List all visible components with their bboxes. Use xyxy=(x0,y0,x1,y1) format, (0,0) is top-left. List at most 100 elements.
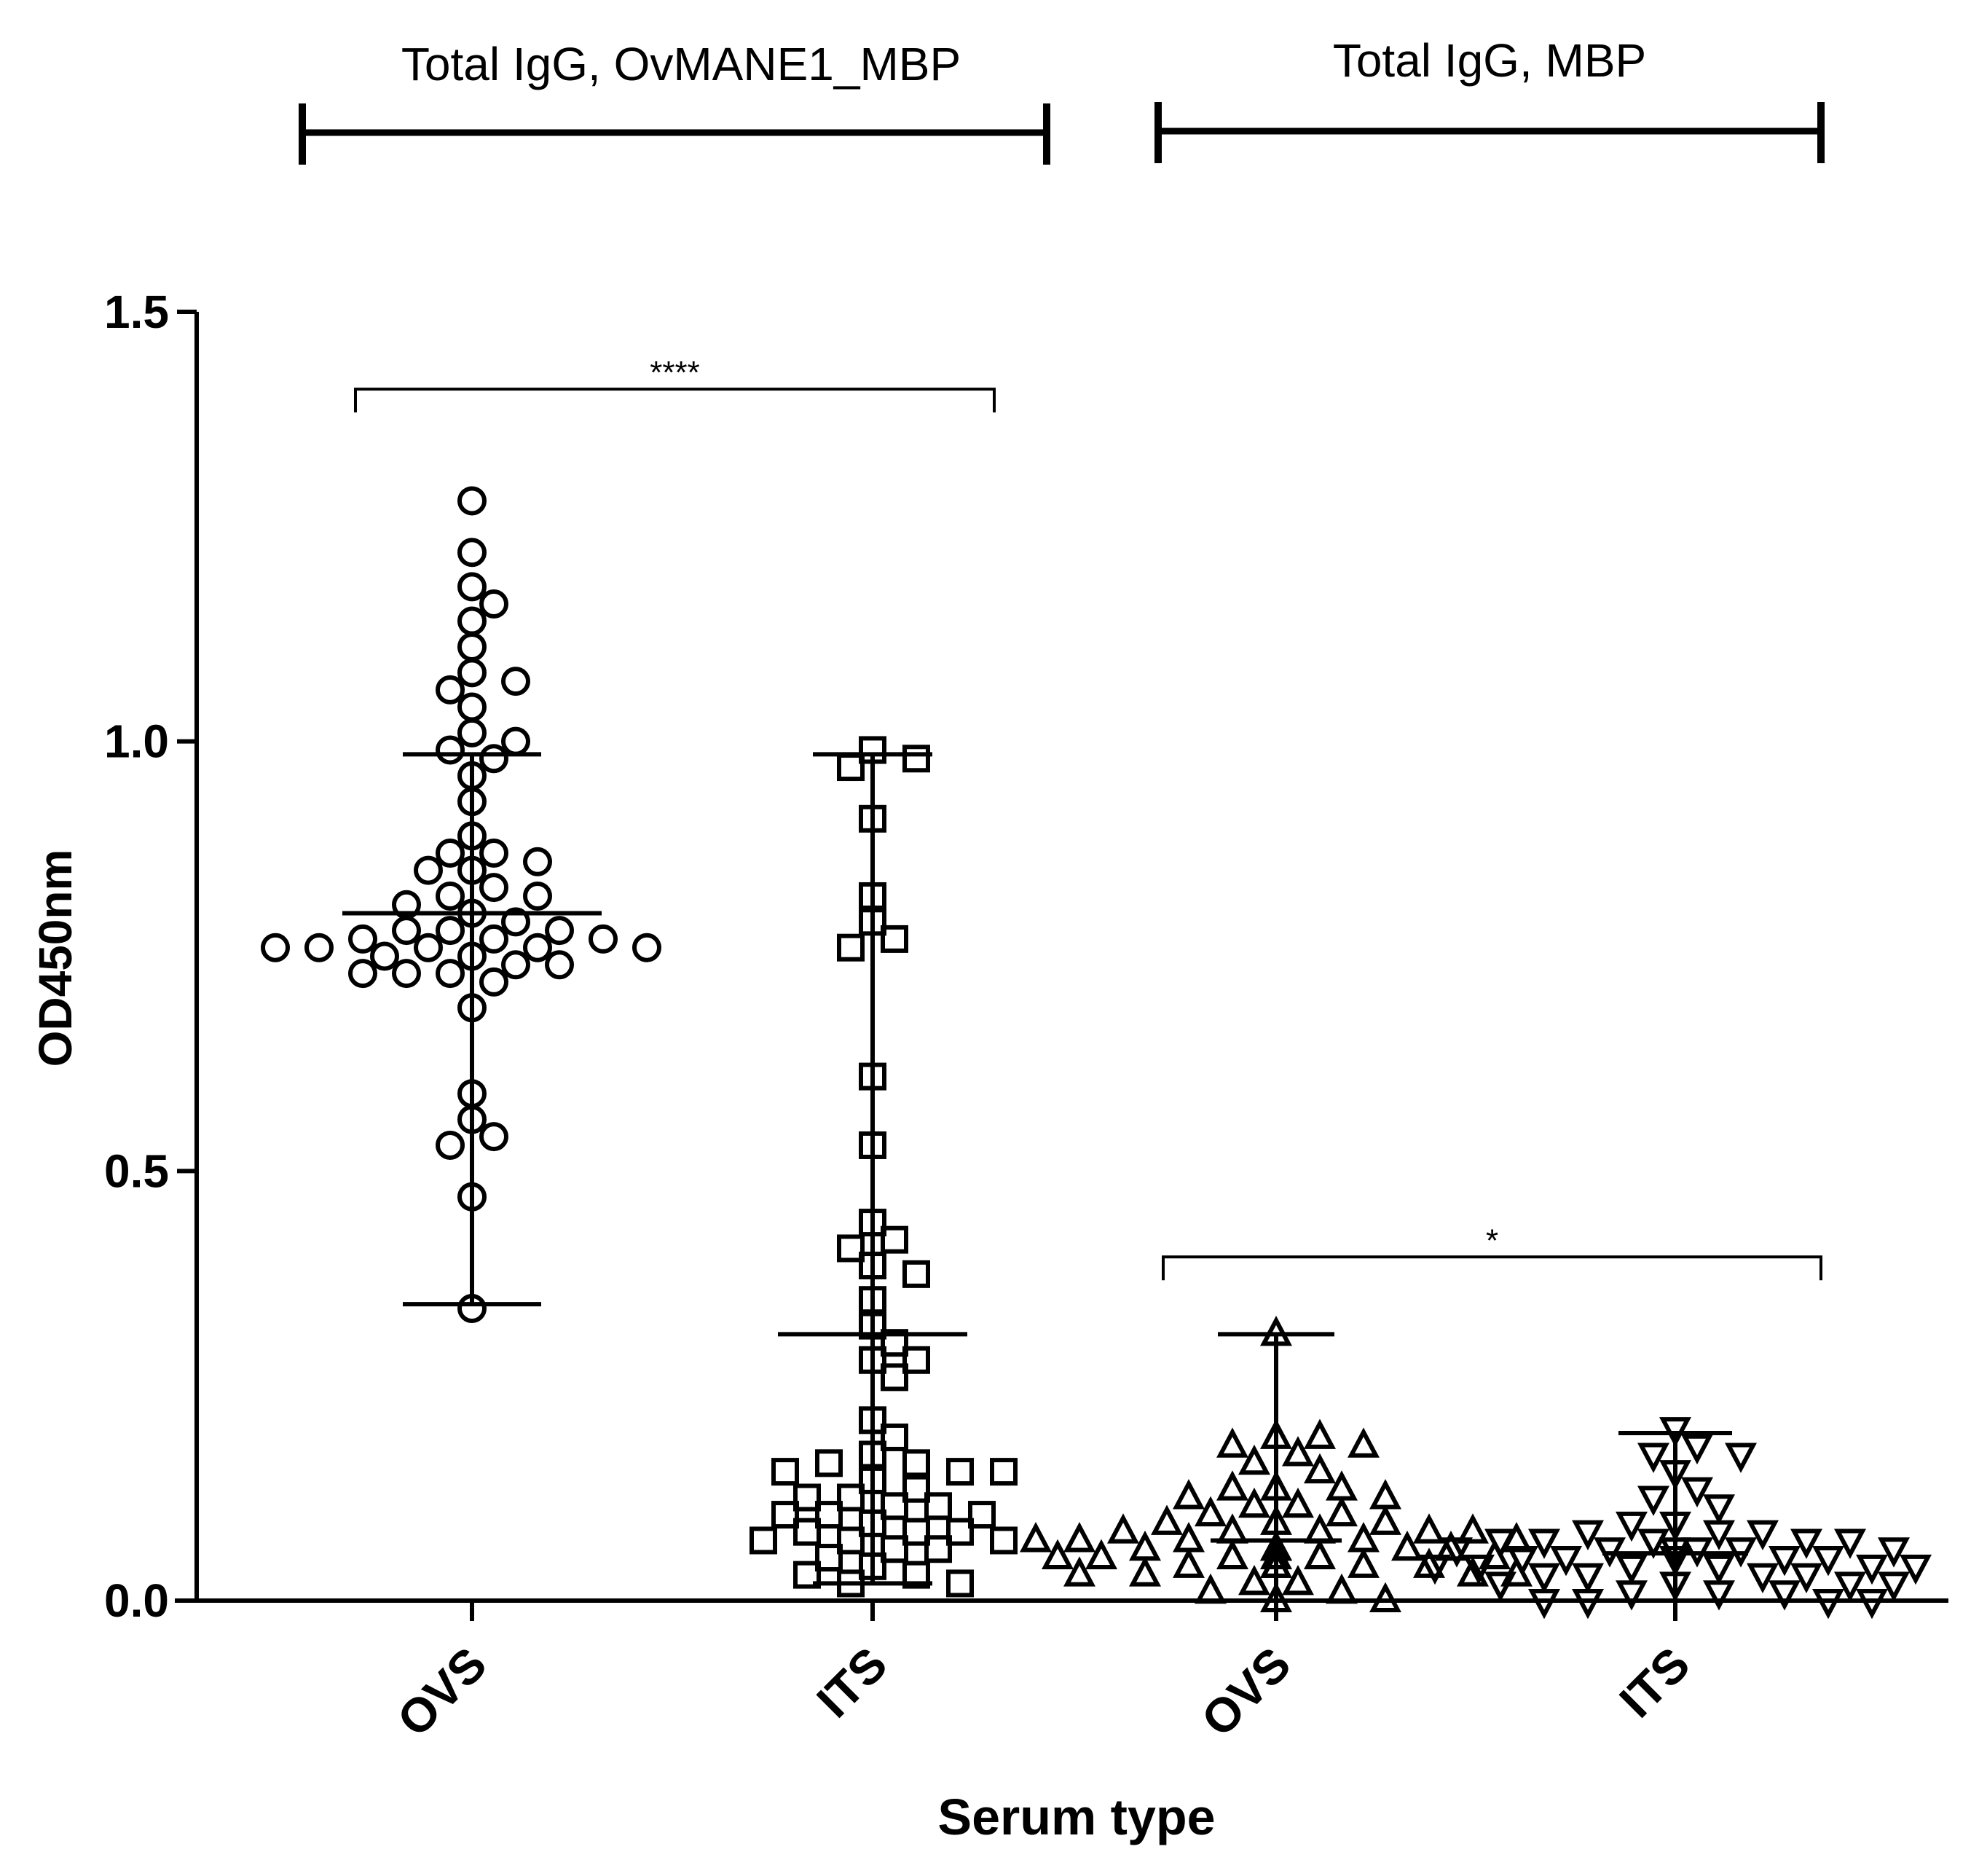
data-point-triangle-up xyxy=(1304,1418,1336,1449)
data-point-square xyxy=(793,1561,821,1589)
y-tick-label: 0.5 xyxy=(104,1145,169,1197)
data-point-circle xyxy=(436,838,465,868)
x-tick-label: OVS xyxy=(387,1637,497,1747)
data-point-circle xyxy=(348,924,377,954)
data-point-triangle-up xyxy=(1173,1479,1205,1510)
data-point-triangle-down xyxy=(1484,1528,1516,1559)
data-point-triangle-down xyxy=(1834,1528,1866,1559)
data-point-circle xyxy=(457,606,487,636)
data-point-circle xyxy=(632,933,661,962)
data-point-triangle-up xyxy=(1457,1556,1489,1587)
data-point-triangle-up xyxy=(1195,1573,1227,1604)
significance-annotations: ***** xyxy=(354,355,1822,1281)
data-point-triangle-down xyxy=(1572,1563,1604,1594)
y-tick-label: 1.5 xyxy=(104,286,169,338)
data-point-square xyxy=(881,1225,908,1254)
data-point-triangle-down xyxy=(1878,1571,1910,1602)
data-point-triangle-down xyxy=(1769,1580,1801,1611)
group-header-left-label: Total IgG, OvMANE1_MBP xyxy=(401,38,961,90)
data-point-square xyxy=(793,1518,821,1546)
significance-label: **** xyxy=(650,355,700,390)
data-point-square xyxy=(837,1483,865,1512)
data-point-square xyxy=(946,1518,974,1546)
data-point-square xyxy=(771,1458,799,1486)
data-point-circle xyxy=(436,735,465,765)
data-point-triangle-up xyxy=(1282,1487,1314,1518)
data-point-triangle-up xyxy=(1216,1539,1248,1570)
data-point-triangle-down xyxy=(1769,1546,1801,1577)
group-header-left: Total IgG, OvMANE1_MBP xyxy=(299,38,1050,165)
data-point-circle xyxy=(457,718,487,747)
data-point-triangle-down xyxy=(1703,1494,1735,1525)
data-point-circle xyxy=(436,1130,465,1160)
data-point-circle xyxy=(589,924,618,954)
median-range-bars xyxy=(342,752,1748,1603)
data-point-square xyxy=(902,1346,930,1374)
data-point-triangle-up xyxy=(1326,1573,1358,1604)
data-point-triangle-down xyxy=(1681,1434,1713,1465)
data-point-circle xyxy=(457,538,487,568)
data-point-square xyxy=(881,1329,908,1357)
data-point-square xyxy=(881,1492,908,1520)
data-point-triangle-up xyxy=(1369,1479,1401,1510)
data-point-circle xyxy=(457,572,487,602)
data-point-circle xyxy=(545,950,574,980)
data-point-triangle-down xyxy=(1528,1563,1560,1594)
data-point-triangle-up xyxy=(1216,1427,1248,1458)
data-point-circle xyxy=(436,959,465,989)
data-point-triangle-down xyxy=(1725,1443,1757,1473)
data-point-circle xyxy=(457,692,487,722)
x-tick-label: OVS xyxy=(1191,1637,1301,1747)
data-point-triangle-down xyxy=(1616,1511,1648,1542)
data-point-triangle-down xyxy=(1681,1477,1713,1508)
data-point-triangle-up xyxy=(1173,1547,1205,1578)
x-tick-label: ITS xyxy=(806,1637,897,1728)
significance-bracket xyxy=(1162,1255,1822,1281)
data-point-triangle-down xyxy=(1637,1486,1669,1516)
data-point-triangle-up xyxy=(1369,1504,1401,1535)
data-point-triangle-down xyxy=(1856,1554,1888,1585)
data-point-triangle-up xyxy=(1348,1547,1380,1578)
data-point-square xyxy=(902,1260,930,1288)
significance-bracket xyxy=(354,388,996,413)
data-point-triangle-down xyxy=(1572,1520,1604,1551)
data-point-triangle-down xyxy=(1484,1571,1516,1602)
data-point-square xyxy=(881,1535,908,1563)
data-point-triangle-up xyxy=(1413,1513,1445,1544)
data-point-square xyxy=(815,1449,843,1477)
data-point-triangle-down xyxy=(1616,1580,1648,1611)
data-point-square xyxy=(837,1234,865,1263)
data-point-triangle-down xyxy=(1637,1528,1669,1559)
data-point-triangle-down xyxy=(1528,1589,1560,1620)
data-point-square xyxy=(924,1492,952,1520)
data-point-triangle-up xyxy=(1129,1556,1161,1587)
data-point-triangle-up xyxy=(1238,1444,1270,1475)
data-point-circle xyxy=(501,667,530,696)
data-point-circle xyxy=(348,959,377,989)
data-point-square xyxy=(946,1569,974,1598)
data-point-circle xyxy=(436,916,465,946)
data-point-triangle-down xyxy=(1812,1589,1844,1620)
data-point-triangle-up xyxy=(1391,1530,1423,1561)
data-point-square xyxy=(815,1544,843,1572)
y-tick-label: 0.0 xyxy=(104,1574,169,1627)
data-point-triangle-down xyxy=(1528,1528,1560,1559)
data-point-circle xyxy=(545,916,574,946)
data-point-circle xyxy=(392,959,421,989)
data-point-circle xyxy=(457,486,487,516)
data-point-triangle-up xyxy=(1238,1487,1270,1518)
data-point-circle xyxy=(414,855,443,885)
data-point-circle xyxy=(479,838,508,868)
y-axis-ticks: 0.0 0.5 1.0 1.5 xyxy=(104,286,197,1627)
y-axis-title: OD450nm xyxy=(29,849,82,1067)
data-point-triangle-up xyxy=(1195,1496,1227,1527)
data-point-square xyxy=(750,1526,777,1555)
data-point-square xyxy=(902,1449,930,1477)
data-point-circle xyxy=(370,941,399,971)
data-point-square xyxy=(902,745,930,773)
data-point-triangle-down xyxy=(1616,1554,1648,1585)
data-point-circle xyxy=(501,907,530,937)
data-point-triangle-up xyxy=(1304,1539,1336,1570)
data-point-circle xyxy=(523,933,552,962)
